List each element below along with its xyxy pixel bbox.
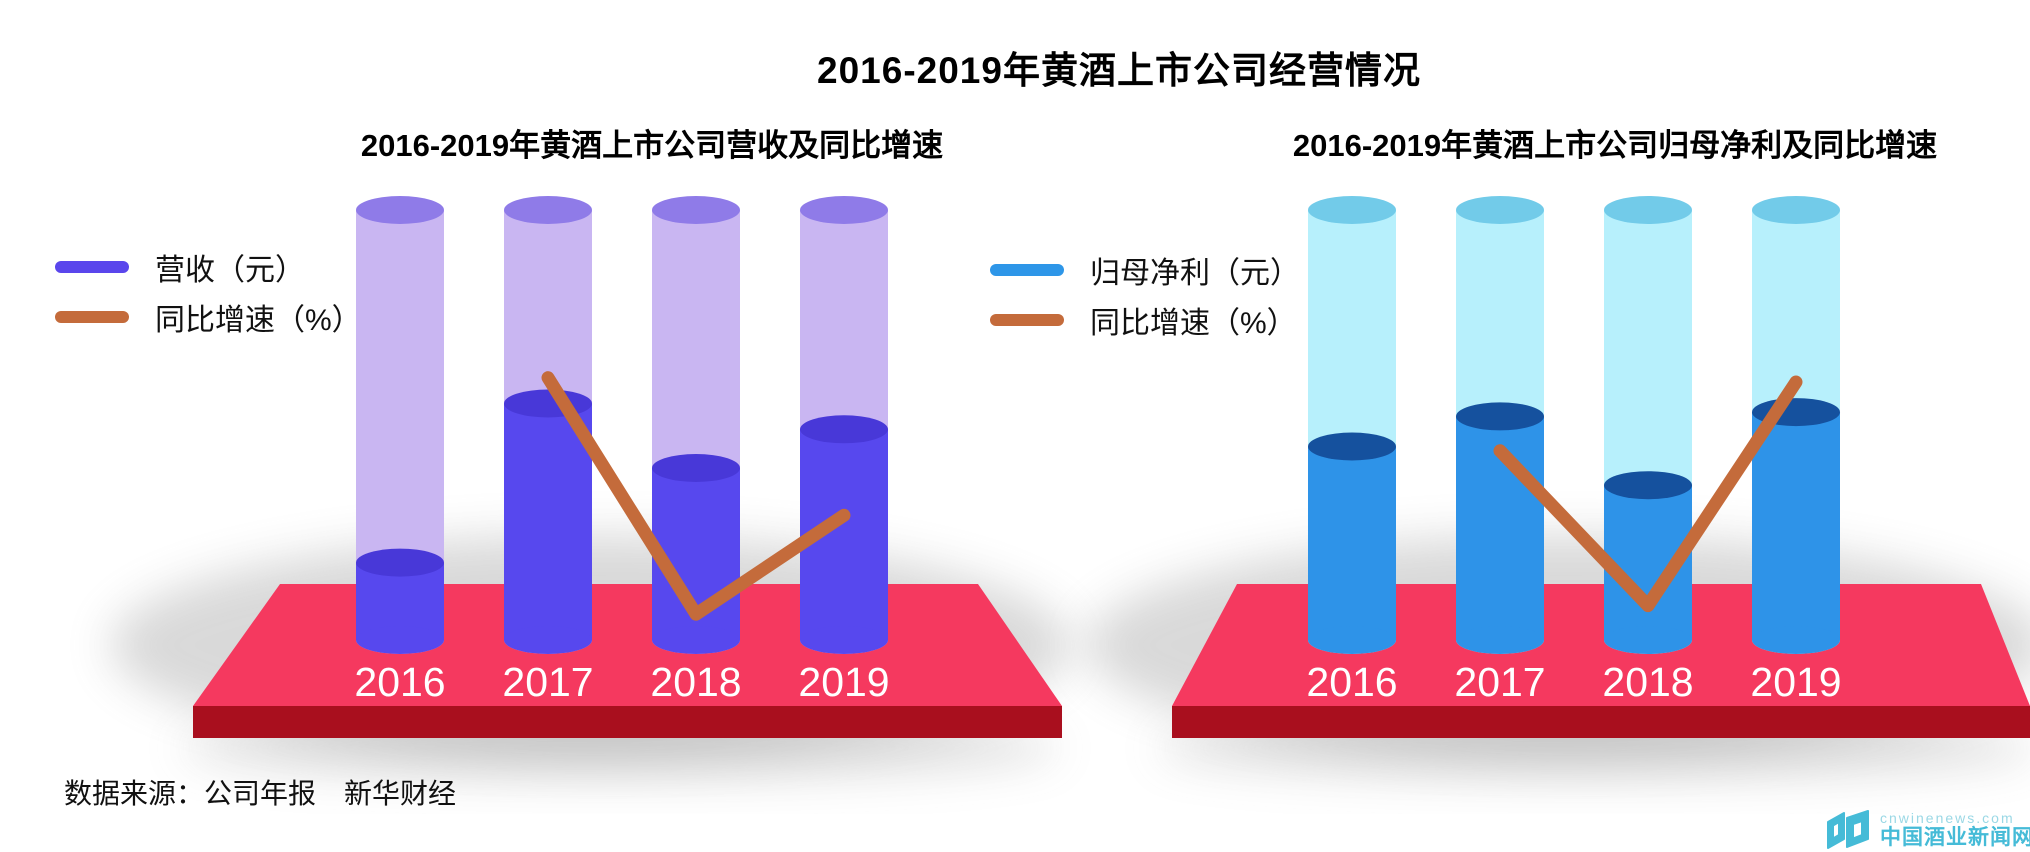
watermark-domain: cnwinenews.com xyxy=(1880,810,2015,826)
site-watermark: cnwinenews.com 中国酒业新闻网 xyxy=(1827,810,2030,852)
bar-cylinder xyxy=(504,389,592,654)
bar-cylinder-top xyxy=(356,548,444,577)
bar-cylinder-top xyxy=(1604,471,1692,500)
legend-item: 同比增速（%） xyxy=(990,304,1300,340)
source-note: 数据来源：公司年报 新华财经 xyxy=(64,778,457,809)
page-title: 2016-2019年黄酒上市公司经营情况 xyxy=(817,50,1421,91)
bar-cylinder xyxy=(356,548,444,654)
bar-cylinder-bottom xyxy=(652,626,740,654)
bar-cylinder-top xyxy=(504,389,592,418)
tube-cylinder-top xyxy=(504,196,592,224)
bar-cylinder-bottom xyxy=(1456,626,1544,654)
revenue-chart: 2016 2017 2018 2019 xyxy=(110,196,1070,778)
bar-cylinder-bottom xyxy=(504,626,592,654)
net-profit-chart: 2016 2017 2018 2019 xyxy=(1086,196,2030,778)
right-chart-title: 2016-2019年黄酒上市公司归母净利及同比增速 xyxy=(1292,128,1938,163)
x-axis-label: 2016 xyxy=(1306,659,1397,705)
bar-cylinder xyxy=(1456,402,1544,654)
watermark-text: cnwinenews.com 中国酒业新闻网 xyxy=(1880,810,2030,850)
legend-swatch xyxy=(55,311,129,323)
bar-cylinder-bottom xyxy=(356,626,444,654)
legend-swatch xyxy=(55,261,129,273)
legend-item: 营收（元） xyxy=(55,251,362,287)
platform-front xyxy=(193,706,1062,738)
x-axis-label: 2019 xyxy=(1750,659,1841,705)
x-axis-label: 2017 xyxy=(1454,659,1545,705)
left-chart-title: 2016-2019年黄酒上市公司营收及同比增速 xyxy=(360,128,944,163)
platform-front xyxy=(1172,706,2030,738)
growth-line xyxy=(541,371,851,621)
watermark-site-name: 中国酒业新闻网 xyxy=(1880,826,2030,849)
tube-cylinder-top xyxy=(1752,196,1840,224)
x-axis-label: 2019 xyxy=(798,659,889,705)
right-chart-legend: 归母净利（元） 同比增速（%） xyxy=(990,254,1300,340)
legend-swatch xyxy=(990,314,1064,326)
legend-item: 归母净利（元） xyxy=(990,254,1300,290)
growth-line xyxy=(1493,375,1803,613)
legend-label: 同比增速（%） xyxy=(155,304,362,337)
x-axis-label: 2016 xyxy=(354,659,445,705)
legend-swatch xyxy=(990,264,1064,276)
tube-cylinder-top xyxy=(1456,196,1544,224)
bar-cylinder-top xyxy=(1308,432,1396,461)
tube-cylinder-top xyxy=(1308,196,1396,224)
bar-cylinder-bottom xyxy=(800,626,888,654)
tube-cylinder-top xyxy=(1604,196,1692,224)
bar-cylinder-bottom xyxy=(1308,626,1396,654)
bar-cylinder-bottom xyxy=(1604,626,1692,654)
x-axis-label: 2017 xyxy=(502,659,593,705)
platform-top xyxy=(193,584,1062,706)
bar-cylinder-body xyxy=(504,403,592,640)
bar-cylinder-top xyxy=(652,454,740,482)
platform-top xyxy=(1172,584,2030,706)
bar-cylinder-body xyxy=(1752,412,1840,640)
bar-cylinder xyxy=(1308,432,1396,654)
legend-label: 归母净利（元） xyxy=(1090,257,1300,290)
x-axis-label: 2018 xyxy=(1602,659,1693,705)
left-chart-legend: 营收（元） 同比增速（%） xyxy=(55,251,362,337)
tube-cylinder-top xyxy=(356,196,444,224)
bar-cylinder-top xyxy=(800,415,888,444)
bar-cylinder xyxy=(1604,471,1692,654)
tube-cylinder-top xyxy=(652,196,740,224)
legend-item: 同比增速（%） xyxy=(55,301,362,337)
bar-cylinder-body xyxy=(1308,446,1396,640)
cnwinenews-logo-icon xyxy=(1827,810,1869,849)
tube-cylinder-top xyxy=(800,196,888,224)
legend-label: 营收（元） xyxy=(155,254,305,287)
bar-cylinder-bottom xyxy=(1752,626,1840,654)
legend-label: 同比增速（%） xyxy=(1090,307,1297,340)
x-axis-label: 2018 xyxy=(650,659,741,705)
bar-cylinder-top xyxy=(1456,402,1544,431)
